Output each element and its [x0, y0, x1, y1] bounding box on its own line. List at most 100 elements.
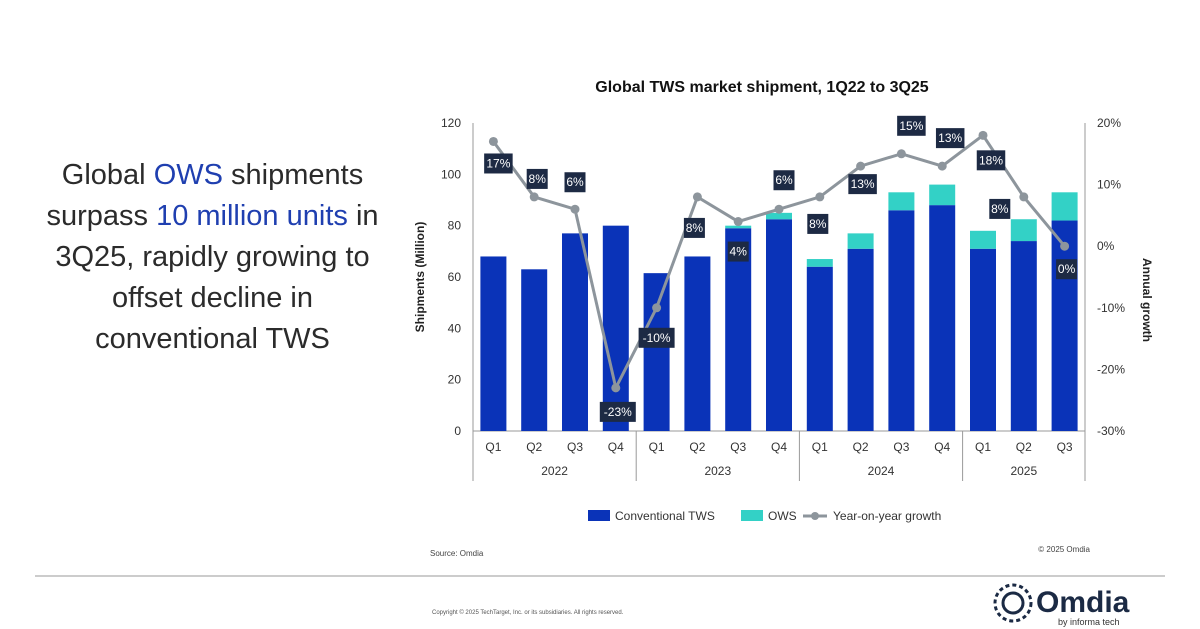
growth-data-label: 17% — [486, 156, 510, 170]
y-tick-label: 80 — [448, 219, 462, 233]
growth-label-box — [683, 217, 705, 238]
bar-ows — [766, 212, 792, 220]
growth-label-box — [1056, 259, 1078, 280]
logo-mark-inner — [1001, 591, 1025, 615]
bar-ows — [1010, 219, 1037, 242]
headline: Global OWS shipments surpass 10 million … — [40, 155, 385, 360]
bar-ows — [725, 225, 752, 229]
growth-data-label: 0% — [1058, 262, 1076, 276]
growth-point — [815, 192, 825, 202]
bar-conventional-tws — [847, 248, 874, 431]
y2-tick-label: -20% — [1097, 362, 1125, 376]
growth-point — [978, 130, 988, 140]
x-tick-label: Q1 — [975, 440, 991, 454]
bar-ows — [847, 233, 874, 249]
y-tick-label: 40 — [448, 321, 462, 335]
bar-ows — [970, 230, 996, 249]
headline-text: shipments surpass — [46, 159, 364, 232]
growth-data-label: 8% — [529, 172, 547, 186]
growth-label-box — [848, 174, 877, 195]
growth-data-label: 4% — [730, 245, 748, 259]
x-tick-label: Q3 — [730, 440, 746, 454]
growth-label-box — [976, 150, 1006, 171]
bar-conventional-tws — [766, 219, 792, 431]
bar-ows — [1051, 192, 1078, 221]
growth-point — [896, 149, 906, 159]
group-label: 2024 — [868, 464, 895, 478]
x-tick-label: Q1 — [812, 440, 828, 454]
bar-conventional-tws — [1051, 220, 1078, 431]
growth-label-box — [935, 128, 965, 149]
y-tick-label: 60 — [448, 270, 462, 284]
x-tick-label: Q4 — [608, 440, 624, 454]
x-tick-label: Q1 — [649, 440, 665, 454]
x-tick-label: Q3 — [893, 440, 909, 454]
growth-data-label: 13% — [938, 131, 962, 145]
chart-copyright: © 2025 Omdia — [1038, 545, 1090, 554]
growth-point — [652, 303, 662, 313]
growth-data-label: -23% — [604, 405, 632, 419]
growth-point — [774, 204, 784, 214]
bar-conventional-tws — [643, 273, 670, 431]
growth-label-box — [727, 241, 749, 262]
growth-data-label: 6% — [775, 173, 793, 187]
growth-data-label: 8% — [991, 202, 1009, 216]
bar-conventional-tws — [684, 256, 711, 431]
growth-label-box — [638, 327, 675, 348]
growth-point — [529, 192, 539, 202]
growth-data-label: 8% — [809, 217, 827, 231]
growth-data-label: 8% — [686, 221, 704, 235]
logo-text: Omdia — [1036, 586, 1130, 619]
y2-tick-label: 20% — [1097, 116, 1121, 130]
y-tick-label: 100 — [441, 167, 461, 181]
growth-data-label: -10% — [643, 331, 671, 345]
growth-data-label: 6% — [566, 175, 584, 189]
omdia-logo: Omdia by informa tech — [993, 583, 1130, 627]
y-tick-label: 120 — [441, 116, 461, 130]
growth-data-label: 18% — [979, 153, 1003, 167]
bar-ows — [888, 192, 915, 211]
x-tick-label: Q2 — [526, 440, 542, 454]
bar-ows — [929, 184, 956, 206]
growth-point — [856, 161, 866, 171]
x-tick-label: Q1 — [485, 440, 501, 454]
growth-label-box — [484, 153, 513, 174]
bar-conventional-tws — [602, 225, 629, 431]
legend-label: Conventional TWS — [615, 509, 715, 523]
growth-label-box — [564, 172, 586, 193]
y2-tick-label: -30% — [1097, 424, 1125, 438]
group-label: 2022 — [541, 464, 568, 478]
bar-conventional-tws — [929, 205, 956, 431]
bar-conventional-tws — [806, 266, 833, 431]
copyright-text: Copyright © 2025 TechTarget, Inc. or its… — [432, 609, 624, 616]
bar-conventional-tws — [725, 228, 752, 431]
headline-text: in 3Q25, rapidly growing to offset decli… — [55, 200, 379, 355]
growth-point — [488, 136, 498, 146]
x-tick-label: Q3 — [567, 440, 583, 454]
group-label: 2025 — [1010, 464, 1037, 478]
y-axis-label: Shipments (Million) — [413, 222, 427, 333]
y2-tick-label: 0% — [1097, 239, 1115, 253]
headline-highlight-units: 10 million units — [156, 200, 348, 232]
bar-conventional-tws — [562, 233, 588, 431]
group-label: 2023 — [704, 464, 731, 478]
growth-label-box — [773, 170, 795, 191]
y-tick-label: 20 — [448, 373, 462, 387]
y-tick-label: 0 — [454, 424, 461, 438]
x-tick-label: Q4 — [771, 440, 787, 454]
bar-conventional-tws — [1010, 241, 1037, 431]
growth-point — [1060, 241, 1070, 251]
x-tick-label: Q2 — [1016, 440, 1032, 454]
growth-label-box — [989, 198, 1011, 219]
bar-conventional-tws — [480, 256, 507, 431]
growth-label-box — [897, 115, 926, 136]
legend-label: OWS — [768, 509, 797, 523]
bar-ows — [806, 259, 833, 267]
y2-tick-label: -10% — [1097, 301, 1125, 315]
headline-text: Global — [61, 159, 154, 191]
logo-mark-icon — [993, 583, 1033, 623]
legend-line-marker — [811, 512, 819, 520]
bar-conventional-tws — [521, 269, 548, 431]
legend-swatch — [588, 510, 610, 521]
